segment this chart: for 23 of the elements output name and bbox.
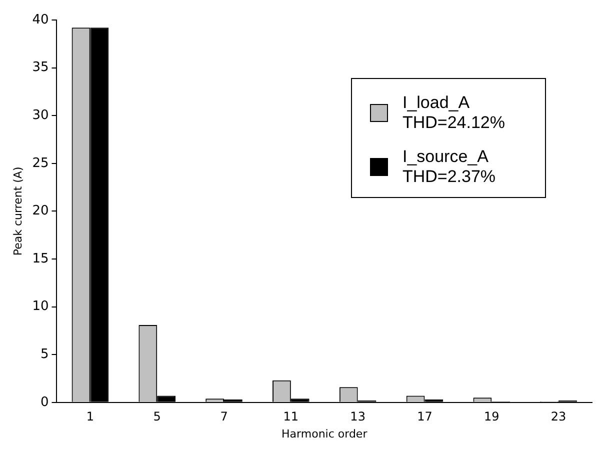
y-tick-label: 20 [32,204,49,219]
y-axis-title: Peak current (A) [11,166,24,256]
y-tick-label: 5 [40,346,49,362]
x-tick-label: 23 [550,410,566,424]
x-tick-label: 11 [283,410,299,424]
x-tick-label: 13 [350,410,366,424]
x-tick-label: 5 [153,410,161,424]
y-tick-label: 25 [32,156,49,171]
y-tick-label: 40 [32,12,49,28]
y-tick-label: 10 [32,299,49,314]
legend-label: I_source_A [402,147,490,167]
x-axis-title: Harmonic order [282,427,368,440]
y-tick-label: 30 [32,108,49,123]
annotation: THD=24.12% [402,113,505,133]
y-tick-label: 35 [32,60,49,76]
x-tick-label: 19 [484,410,500,424]
y-tick-label: 15 [32,251,49,266]
annotation: THD=2.37% [402,167,496,187]
y-tick-label: 0 [40,394,49,410]
x-tick-label: 7 [220,410,228,424]
legend-label: I_load_A [402,93,471,113]
x-tick-label: 1 [86,410,94,424]
x-tick-label: 17 [417,410,432,424]
